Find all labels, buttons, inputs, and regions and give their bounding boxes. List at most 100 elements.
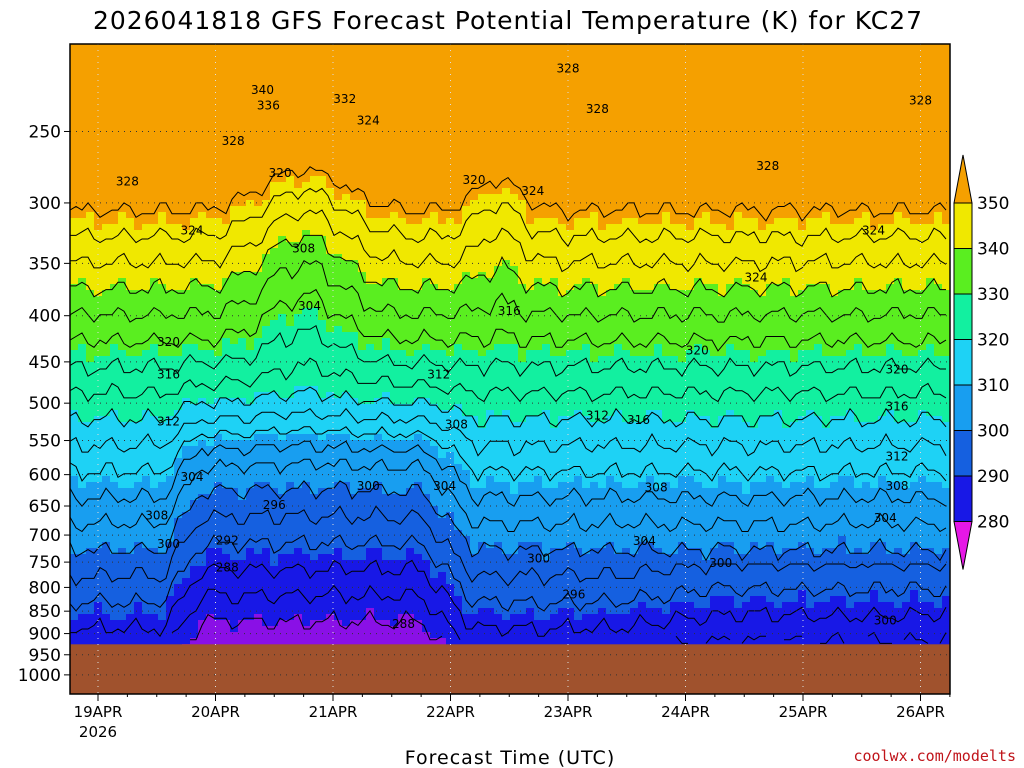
band-cell <box>326 458 335 465</box>
band-cell <box>414 56 423 63</box>
temperature-bands <box>70 44 950 694</box>
band-cell <box>422 170 431 177</box>
band-cell <box>182 296 191 303</box>
band-cell <box>230 62 239 69</box>
band-cell <box>390 374 399 381</box>
band-cell <box>110 302 119 309</box>
band-cell <box>382 380 391 387</box>
band-cell <box>78 512 87 519</box>
band-cell <box>174 266 183 273</box>
band-cell <box>302 548 311 555</box>
band-cell <box>158 218 167 225</box>
band-cell <box>398 242 407 249</box>
band-cell <box>94 74 103 81</box>
band-cell <box>366 572 375 579</box>
band-cell <box>342 524 351 531</box>
band-cell <box>174 422 183 429</box>
band-cell <box>254 176 263 183</box>
band-cell <box>214 146 223 153</box>
band-cell <box>278 98 287 105</box>
band-cell <box>342 74 351 81</box>
band-cell <box>374 188 383 195</box>
band-cell <box>214 566 223 573</box>
band-cell <box>206 254 215 261</box>
band-cell <box>70 320 79 327</box>
band-cell <box>190 344 199 351</box>
band-cell <box>158 560 167 567</box>
band-cell <box>246 206 255 213</box>
band-cell <box>422 608 431 615</box>
band-cell <box>326 356 335 363</box>
band-cell <box>142 308 151 315</box>
band-cell <box>158 566 167 573</box>
band-cell <box>270 266 279 273</box>
band-cell <box>430 230 439 237</box>
band-cell <box>398 536 407 543</box>
band-cell <box>350 446 359 453</box>
band-cell <box>350 500 359 507</box>
band-cell <box>198 560 207 567</box>
band-cell <box>286 536 295 543</box>
band-cell <box>238 332 247 339</box>
band-cell <box>382 56 391 63</box>
band-cell <box>390 482 399 489</box>
band-cell <box>214 404 223 411</box>
band-cell <box>198 440 207 447</box>
band-cell <box>398 146 407 153</box>
band-cell <box>246 374 255 381</box>
band-cell <box>86 200 95 207</box>
band-cell <box>294 482 303 489</box>
band-cell <box>334 566 343 573</box>
band-cell <box>214 590 223 597</box>
band-cell <box>278 332 287 339</box>
band-cell <box>270 530 279 537</box>
band-cell <box>310 602 319 609</box>
band-cell <box>326 116 335 123</box>
band-cell <box>78 302 87 309</box>
band-cell <box>102 554 111 561</box>
band-cell <box>414 422 423 429</box>
band-cell <box>190 44 199 51</box>
band-cell <box>78 68 87 75</box>
band-cell <box>134 182 143 189</box>
band-cell <box>262 404 271 411</box>
band-cell <box>78 488 87 495</box>
band-cell <box>70 146 79 153</box>
band-cell <box>134 410 143 417</box>
band-cell <box>406 632 415 639</box>
band-cell <box>374 488 383 495</box>
band-cell <box>134 332 143 339</box>
band-cell <box>110 452 119 459</box>
band-cell <box>422 326 431 333</box>
band-cell <box>110 152 119 159</box>
band-cell <box>174 314 183 321</box>
band-cell <box>78 410 87 417</box>
band-cell <box>174 296 183 303</box>
band-cell <box>126 602 135 609</box>
band-cell <box>430 92 439 99</box>
band-cell <box>86 386 95 393</box>
band-cell <box>94 62 103 69</box>
band-cell <box>118 158 127 165</box>
band-cell <box>342 434 351 441</box>
band-cell <box>270 212 279 219</box>
band-cell <box>246 110 255 117</box>
band-cell <box>190 158 199 165</box>
band-cell <box>190 62 199 69</box>
band-cell <box>422 188 431 195</box>
band-cell <box>198 362 207 369</box>
band-cell <box>118 470 127 477</box>
band-cell <box>254 314 263 321</box>
band-cell <box>310 50 319 57</box>
band-cell <box>70 284 79 291</box>
band-cell <box>262 44 271 51</box>
band-cell <box>374 50 383 57</box>
band-cell <box>238 278 247 285</box>
band-cell <box>278 350 287 357</box>
band-cell <box>86 368 95 375</box>
band-cell <box>86 608 95 615</box>
band-cell <box>238 434 247 441</box>
band-cell <box>214 236 223 243</box>
band-cell <box>94 164 103 171</box>
band-cell <box>286 404 295 411</box>
